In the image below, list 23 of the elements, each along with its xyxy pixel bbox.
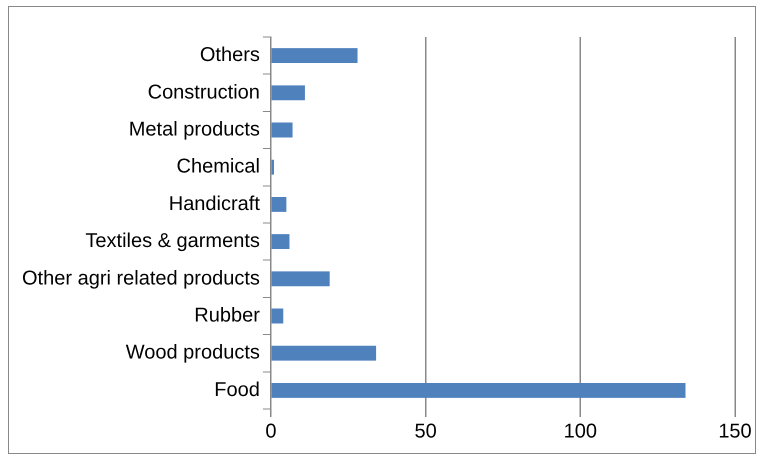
bar [272,308,284,324]
x-tick-label: 0 [265,420,276,443]
y-tick-label: Metal products [128,118,260,141]
y-tick-label: Other agri related products [22,267,260,290]
bar [272,196,286,212]
y-tick-label: Others [200,44,260,66]
bar [272,85,305,100]
bar [272,382,686,398]
x-tick-label: 150 [718,420,752,443]
bar [272,48,358,64]
bar [272,234,290,250]
y-tick-label: Handicraft [168,192,260,215]
y-tick-label: Construction [148,81,260,104]
y-tick-label: Food [214,378,260,401]
x-tick-label: 100 [564,420,597,443]
y-tick-label: Chemical [176,156,260,178]
bar [272,346,376,361]
y-tick-label: Rubber [194,304,260,327]
bar [272,271,330,286]
y-tick-label: Wood products [126,342,260,364]
y-tick-label: Textiles & garments [85,230,260,252]
bar [272,122,293,138]
x-tick-label: 50 [414,420,437,443]
